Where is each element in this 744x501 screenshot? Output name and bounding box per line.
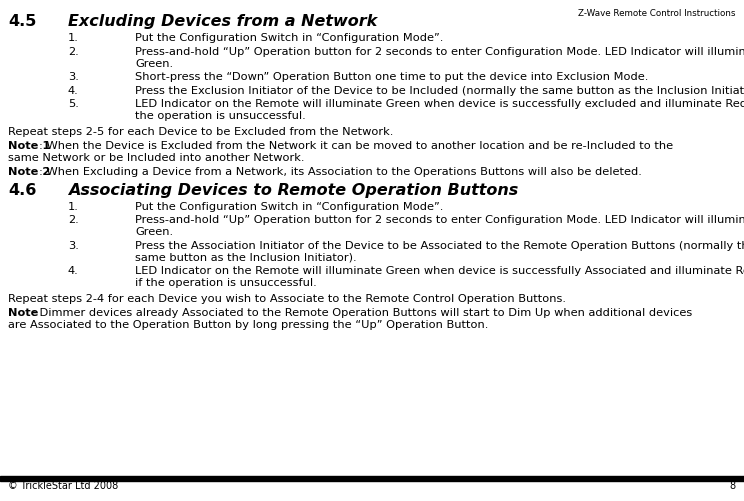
- Text: Put the Configuration Switch in “Configuration Mode”.: Put the Configuration Switch in “Configu…: [135, 201, 443, 211]
- Text: Note: Note: [8, 308, 39, 318]
- Text: if the operation is unsuccessful.: if the operation is unsuccessful.: [135, 278, 317, 288]
- Text: 4.5: 4.5: [8, 14, 36, 29]
- Text: Green.: Green.: [135, 227, 173, 237]
- Text: 4.: 4.: [68, 86, 79, 96]
- Text: Press the Association Initiator of the Device to be Associated to the Remote Ope: Press the Association Initiator of the D…: [135, 240, 744, 250]
- Text: 1.: 1.: [68, 201, 79, 211]
- Text: : When the Device is Excluded from the Network it can be moved to another locati: : When the Device is Excluded from the N…: [39, 140, 673, 150]
- Text: are Associated to the Operation Button by long pressing the “Up” Operation Butto: are Associated to the Operation Button b…: [8, 320, 488, 330]
- Text: LED Indicator on the Remote will illuminate Green when device is successfully ex: LED Indicator on the Remote will illumin…: [135, 99, 744, 109]
- Text: LED Indicator on the Remote will illuminate Green when device is successfully As: LED Indicator on the Remote will illumin…: [135, 266, 744, 276]
- Bar: [0, 476, 744, 481]
- Text: 5.: 5.: [68, 99, 79, 109]
- Text: Put the Configuration Switch in “Configuration Mode”.: Put the Configuration Switch in “Configu…: [135, 33, 443, 43]
- Text: Green.: Green.: [135, 59, 173, 69]
- Text: Repeat steps 2-4 for each Device you wish to Associate to the Remote Control Ope: Repeat steps 2-4 for each Device you wis…: [8, 294, 566, 304]
- Text: 2.: 2.: [68, 47, 79, 57]
- Text: 2.: 2.: [68, 215, 79, 225]
- Text: the operation is unsuccessful.: the operation is unsuccessful.: [135, 111, 306, 121]
- Text: : Dimmer devices already Associated to the Remote Operation Buttons will start t: : Dimmer devices already Associated to t…: [32, 308, 692, 318]
- Text: : When Excluding a Device from a Network, its Association to the Operations Butt: : When Excluding a Device from a Network…: [39, 166, 642, 176]
- Text: Press the Exclusion Initiator of the Device to be Included (normally the same bu: Press the Exclusion Initiator of the Dev…: [135, 86, 744, 96]
- Text: Note 1: Note 1: [8, 140, 51, 150]
- Text: Press-and-hold “Up” Operation button for 2 seconds to enter Configuration Mode. : Press-and-hold “Up” Operation button for…: [135, 215, 744, 225]
- Text: Note 2: Note 2: [8, 166, 51, 176]
- Text: Z-Wave Remote Control Instructions: Z-Wave Remote Control Instructions: [577, 9, 735, 18]
- Text: same Network or be Included into another Network.: same Network or be Included into another…: [8, 152, 304, 162]
- Text: Excluding Devices from a Network: Excluding Devices from a Network: [68, 14, 377, 29]
- Text: Short-press the “Down” Operation Button one time to put the device into Exclusio: Short-press the “Down” Operation Button …: [135, 72, 648, 82]
- Text: 3.: 3.: [68, 72, 79, 82]
- Text: Associating Devices to Remote Operation Buttons: Associating Devices to Remote Operation …: [68, 182, 519, 197]
- Text: same button as the Inclusion Initiator).: same button as the Inclusion Initiator).: [135, 253, 356, 263]
- Text: Press-and-hold “Up” Operation button for 2 seconds to enter Configuration Mode. : Press-and-hold “Up” Operation button for…: [135, 47, 744, 57]
- Text: 4.: 4.: [68, 266, 79, 276]
- Text: 4.6: 4.6: [8, 182, 36, 197]
- Text: 1.: 1.: [68, 33, 79, 43]
- Text: Repeat steps 2-5 for each Device to be Excluded from the Network.: Repeat steps 2-5 for each Device to be E…: [8, 126, 394, 136]
- Text: 3.: 3.: [68, 240, 79, 250]
- Text: © TrickleStar Ltd 2008: © TrickleStar Ltd 2008: [8, 481, 118, 491]
- Text: 8: 8: [730, 481, 736, 491]
